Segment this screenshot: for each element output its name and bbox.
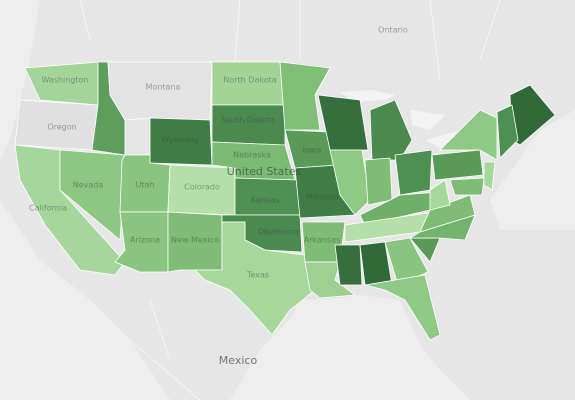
place-label: Montana: [146, 83, 181, 92]
place-label: Kansas: [251, 196, 279, 205]
place-label: Oklahoma: [258, 228, 299, 237]
place-label: California: [29, 204, 67, 213]
place-label: Utah: [136, 181, 155, 190]
place-label: Colorado: [184, 183, 220, 192]
state: [449, 177, 485, 196]
state: [364, 157, 393, 206]
state: [329, 149, 371, 216]
labels: Ontario Washington Montana North Dakota …: [29, 26, 408, 368]
place-label: United States: [227, 165, 302, 178]
place-label: Mexico: [219, 354, 258, 367]
state: [483, 161, 496, 191]
ocean: [490, 110, 575, 230]
state: [369, 99, 413, 161]
state: [334, 244, 363, 286]
place-label: Missouri: [306, 193, 339, 202]
place-label: Nebraska: [233, 151, 271, 160]
state: [429, 179, 451, 211]
state: [317, 94, 369, 151]
state: [364, 274, 441, 341]
place-label: Wyoming: [161, 136, 199, 145]
place-label: Iowa: [303, 146, 322, 155]
state: [194, 221, 316, 336]
place-label: Nevada: [73, 181, 104, 190]
state: [431, 149, 484, 181]
state: [394, 149, 433, 196]
state: [439, 109, 498, 161]
state: [59, 149, 126, 241]
state: [384, 237, 429, 286]
state: [211, 104, 286, 146]
ocean: [0, 200, 170, 400]
state: [419, 194, 476, 233]
place-label: Washington: [41, 76, 88, 85]
ocean: [0, 0, 40, 160]
borders: [79, 0, 501, 400]
state: [496, 104, 519, 159]
state: [279, 61, 331, 131]
place-label: North Dakota: [223, 76, 276, 85]
place-label: South Dakota: [221, 116, 275, 125]
place-label: Oregon: [47, 123, 76, 132]
place-label: Texas: [246, 271, 269, 280]
states: [14, 61, 556, 341]
gulf: [230, 295, 470, 400]
place-label: Ontario: [378, 26, 408, 35]
place-label: Arizona: [130, 236, 160, 245]
place-label: Arkansas: [304, 236, 340, 245]
place-label: New Mexico: [171, 236, 219, 245]
